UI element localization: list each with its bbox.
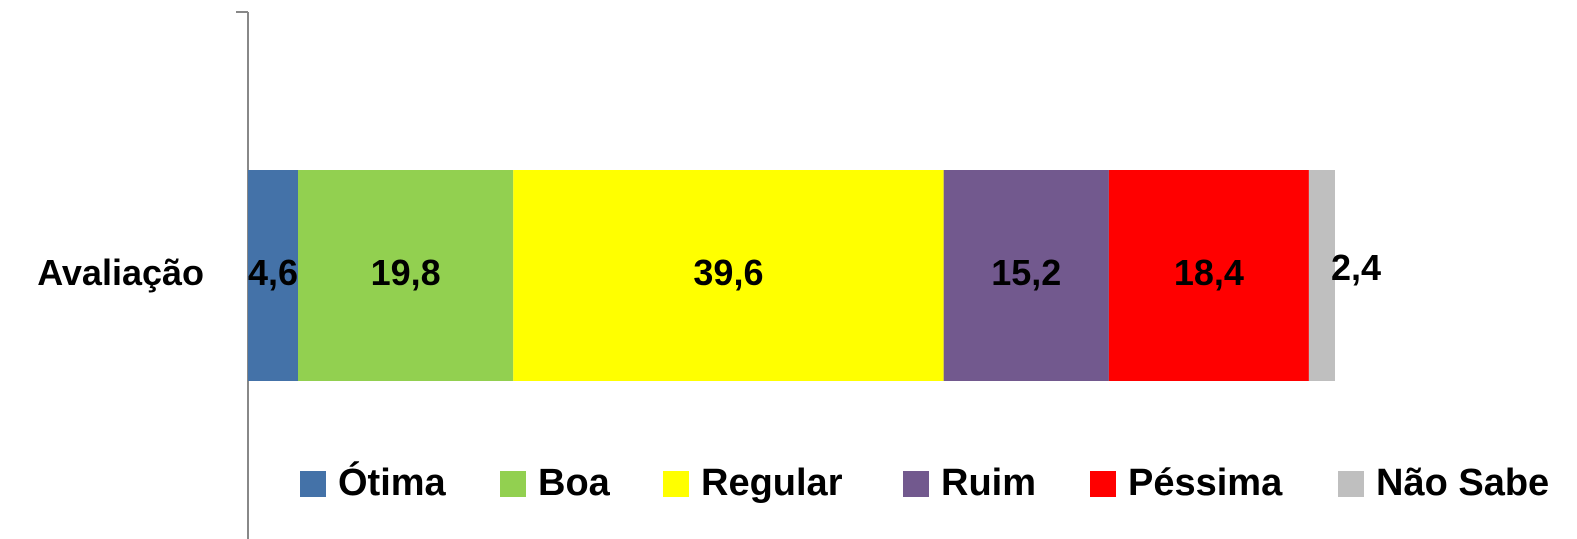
- legend-swatch: [500, 471, 526, 497]
- data-label: 19,8: [371, 252, 441, 293]
- legend-label: Ótima: [338, 460, 447, 504]
- y-tick-label: Avaliação: [37, 252, 204, 293]
- bar-segment: [1308, 170, 1335, 381]
- data-label: 2,4: [1331, 247, 1381, 288]
- legend-swatch: [1090, 471, 1116, 497]
- data-label: 15,2: [991, 252, 1061, 293]
- legend-swatch: [300, 471, 326, 497]
- legend-swatch: [1338, 471, 1364, 497]
- data-label: 18,4: [1174, 252, 1244, 293]
- legend-swatch: [663, 471, 689, 497]
- legend-label: Boa: [538, 462, 611, 504]
- bar-segment: [943, 170, 1109, 381]
- data-label: 39,6: [693, 252, 763, 293]
- data-label: 4,6: [248, 252, 298, 293]
- legend-label: Ruim: [941, 462, 1036, 504]
- legend-label: Regular: [701, 462, 843, 504]
- bar-segment: [298, 170, 514, 381]
- legend-label: Péssima: [1128, 462, 1283, 504]
- bar-segment: [513, 170, 944, 381]
- bar-segment: [1108, 170, 1309, 381]
- bar-segment: [248, 170, 299, 381]
- legend-swatch: [903, 471, 929, 497]
- legend-label: Não Sabe: [1376, 462, 1549, 504]
